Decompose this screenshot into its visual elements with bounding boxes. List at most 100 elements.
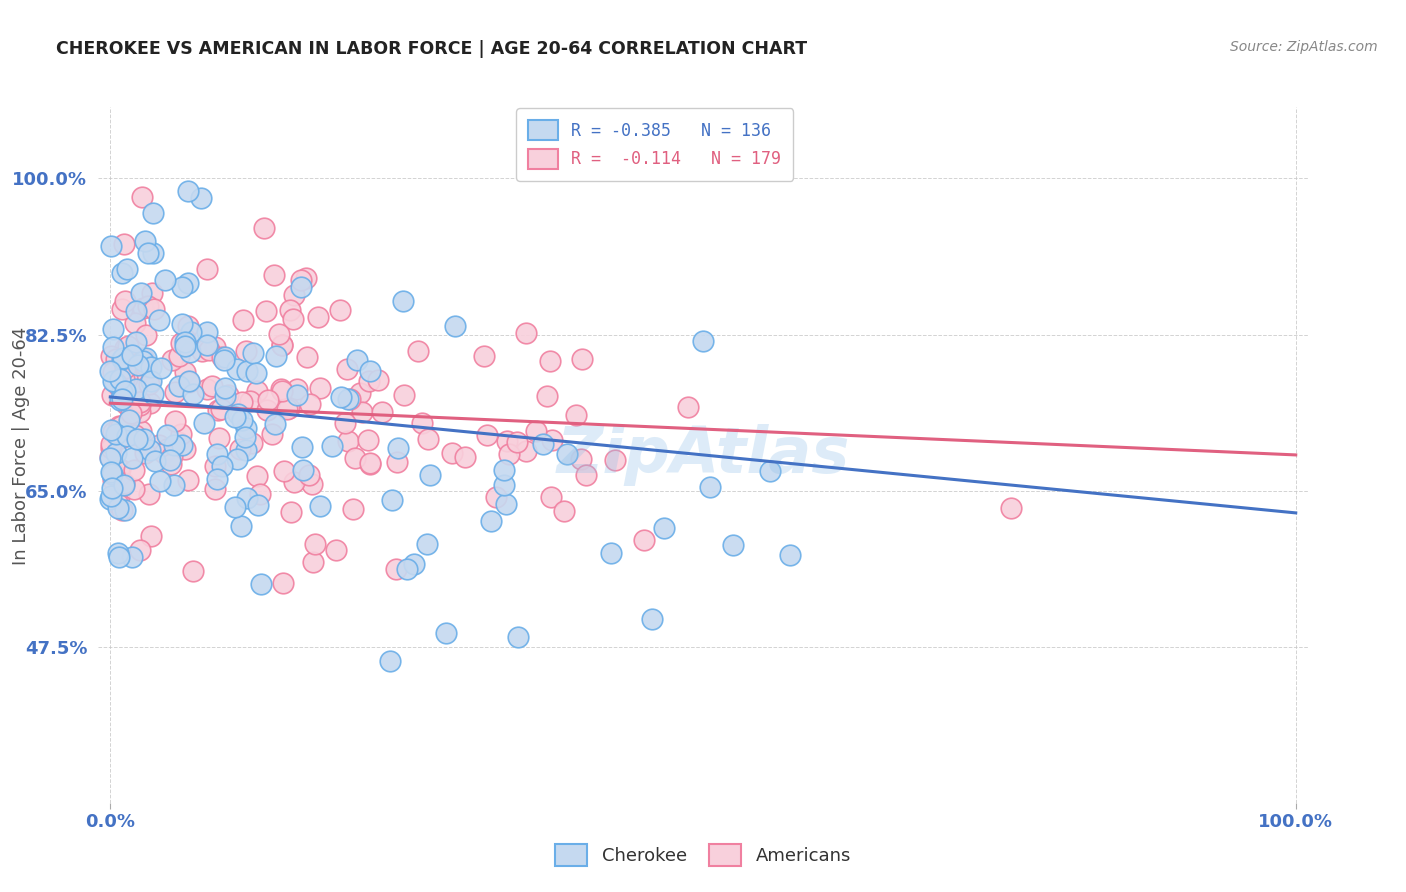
Point — [191, 343, 214, 358]
Point — [434, 626, 457, 640]
Point — [298, 468, 321, 483]
Point — [108, 461, 131, 475]
Point — [270, 382, 292, 396]
Point — [496, 434, 519, 448]
Point — [98, 450, 121, 465]
Point — [136, 246, 159, 260]
Point — [124, 428, 146, 442]
Point — [149, 474, 172, 488]
Point — [418, 432, 440, 446]
Point — [359, 457, 381, 471]
Point — [100, 492, 122, 507]
Point — [571, 352, 593, 367]
Point — [108, 489, 131, 503]
Point — [492, 478, 515, 492]
Point — [104, 427, 127, 442]
Point — [232, 313, 254, 327]
Point — [107, 545, 129, 559]
Point — [692, 334, 714, 349]
Point — [132, 301, 155, 316]
Point — [416, 537, 439, 551]
Point — [440, 446, 463, 460]
Point — [150, 361, 173, 376]
Point — [115, 429, 138, 443]
Point — [101, 388, 124, 402]
Point — [117, 261, 139, 276]
Point — [207, 447, 229, 461]
Point — [181, 565, 204, 579]
Point — [290, 273, 312, 287]
Point — [287, 388, 309, 402]
Point — [105, 376, 128, 391]
Point — [112, 237, 135, 252]
Point — [152, 446, 174, 460]
Point — [309, 381, 332, 395]
Point — [346, 352, 368, 367]
Point — [174, 332, 197, 346]
Point — [337, 392, 360, 407]
Point — [138, 376, 160, 391]
Point — [302, 555, 325, 569]
Point — [167, 350, 190, 364]
Point — [392, 388, 415, 402]
Point — [444, 318, 467, 333]
Point — [505, 435, 527, 450]
Point — [411, 417, 433, 431]
Point — [105, 446, 128, 460]
Point — [371, 405, 394, 419]
Point — [569, 451, 592, 466]
Point — [111, 266, 134, 280]
Point — [600, 546, 623, 560]
Point — [264, 417, 287, 431]
Point — [485, 490, 508, 504]
Point — [134, 234, 156, 248]
Point — [112, 478, 135, 492]
Point — [107, 501, 129, 516]
Point — [385, 455, 408, 469]
Point — [249, 487, 271, 501]
Point — [121, 550, 143, 565]
Point — [290, 280, 312, 294]
Point — [263, 268, 285, 282]
Point — [229, 442, 252, 456]
Point — [271, 576, 294, 591]
Point — [211, 459, 233, 474]
Point — [524, 424, 547, 438]
Point — [131, 190, 153, 204]
Point — [257, 392, 280, 407]
Point — [247, 499, 270, 513]
Point — [170, 438, 193, 452]
Point — [779, 548, 801, 562]
Point — [177, 374, 200, 388]
Point — [174, 442, 197, 457]
Point — [198, 343, 221, 357]
Point — [100, 239, 122, 253]
Point — [256, 402, 278, 417]
Point — [212, 352, 235, 367]
Point — [245, 366, 267, 380]
Point — [235, 442, 257, 457]
Point — [276, 402, 298, 417]
Point — [224, 500, 246, 515]
Point — [336, 362, 359, 376]
Point — [101, 340, 124, 354]
Point — [167, 378, 190, 392]
Point — [285, 383, 308, 397]
Point — [454, 450, 477, 465]
Point — [360, 456, 382, 470]
Point — [177, 184, 200, 198]
Point — [173, 334, 195, 349]
Point — [115, 371, 138, 385]
Point — [283, 475, 305, 490]
Point — [114, 476, 136, 491]
Point — [205, 472, 228, 486]
Point — [240, 435, 263, 450]
Point — [135, 328, 157, 343]
Point — [226, 362, 249, 376]
Point — [114, 360, 136, 375]
Point — [180, 325, 202, 339]
Point — [173, 339, 195, 353]
Point — [231, 413, 253, 427]
Point — [540, 490, 562, 504]
Point — [132, 351, 155, 366]
